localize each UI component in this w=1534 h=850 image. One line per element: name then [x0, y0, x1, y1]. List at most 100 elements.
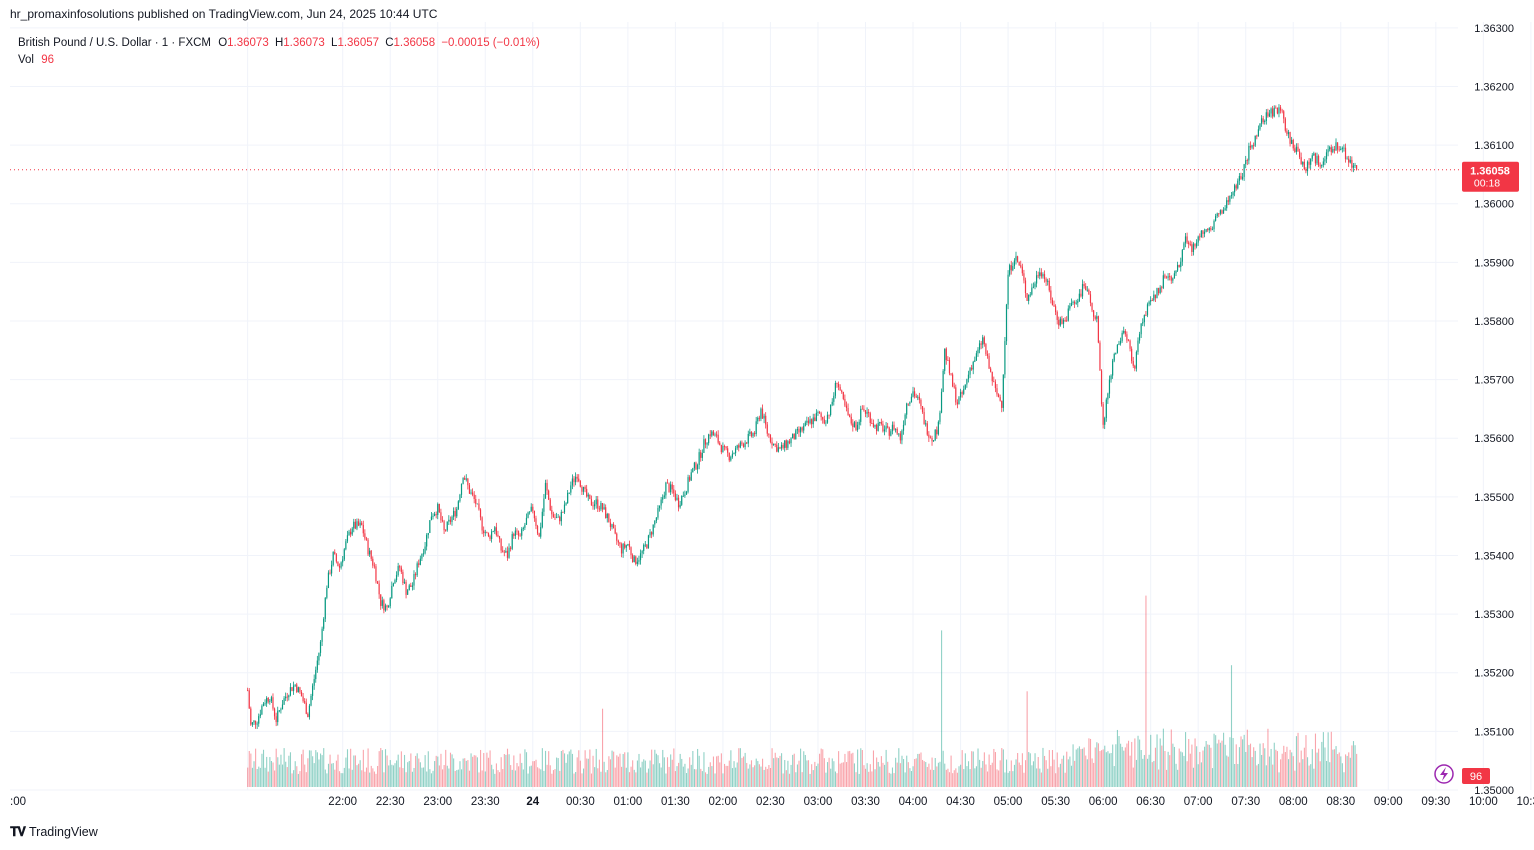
volume-bar	[666, 757, 669, 787]
volume-bar	[953, 770, 955, 787]
volume-bar	[251, 767, 253, 787]
volume-bar	[548, 751, 550, 787]
volume-bar	[467, 760, 469, 787]
volume-bar	[253, 761, 255, 787]
candle-body	[939, 412, 941, 422]
candle-body	[405, 581, 407, 595]
volume-bar	[730, 750, 732, 787]
volume-bar	[815, 766, 817, 787]
volume-label[interactable]: Vol	[18, 54, 34, 66]
volume-bar	[1303, 747, 1305, 787]
candle-body	[649, 532, 651, 536]
volume-bar	[331, 763, 333, 787]
volume-bar	[716, 756, 718, 787]
candle-body	[746, 442, 748, 444]
candle-body	[1208, 228, 1210, 231]
volume-bar	[1015, 759, 1017, 787]
volume-bar	[836, 773, 838, 787]
volume-bar	[1110, 753, 1112, 787]
candle-body	[1115, 352, 1117, 354]
volume-bar	[1210, 747, 1212, 787]
volume-bar	[1219, 742, 1221, 787]
volume-bar	[771, 748, 773, 787]
volume-bar	[1093, 762, 1095, 787]
volume-bar	[587, 758, 589, 787]
candle-body	[394, 580, 396, 584]
volume-bar	[1074, 760, 1076, 787]
candle-body	[364, 533, 366, 539]
candle-body	[807, 420, 810, 424]
candle-body	[1335, 142, 1337, 151]
candle-body	[755, 421, 757, 435]
price-axis[interactable]: 1.35000 1.35100 1.35200 1.35300 1.35400 1.355…	[1474, 23, 1514, 797]
candle-body	[752, 433, 754, 437]
symbol-title[interactable]: British Pound / U.S. Dollar · 1 · FXCM	[18, 37, 211, 49]
candle-body	[953, 386, 955, 388]
candle-body	[275, 716, 277, 723]
candle-body	[875, 424, 878, 431]
volume-bar	[323, 748, 325, 787]
lightning-icon[interactable]	[1434, 764, 1454, 784]
price-tick-label: 1.35500	[1474, 492, 1514, 504]
candle-body	[582, 486, 585, 492]
candle-body	[723, 446, 726, 447]
candle-body	[1211, 229, 1214, 230]
volume-bar	[348, 768, 350, 787]
volume-bar	[1205, 740, 1207, 787]
volume-bar	[277, 757, 279, 787]
candle-body	[749, 431, 751, 434]
candle-body	[248, 690, 250, 709]
volume-bar	[725, 765, 727, 787]
candle-body	[313, 679, 315, 686]
volume-bar	[529, 766, 531, 787]
volume-bar	[603, 761, 605, 787]
candle-body	[1262, 118, 1264, 122]
candle-body	[633, 556, 635, 563]
candle-body	[712, 431, 715, 436]
volume-bar	[844, 753, 846, 787]
volume-bar	[486, 752, 488, 787]
volume-bar	[928, 763, 930, 787]
candle-body	[1169, 276, 1171, 278]
candle-body	[734, 448, 737, 454]
candle-body	[503, 551, 505, 553]
candle-body	[883, 429, 886, 432]
volume-bar	[381, 750, 383, 787]
candle-body	[519, 535, 521, 537]
candle-body	[1096, 316, 1098, 319]
volume-bar	[1273, 742, 1275, 787]
volume-bar	[280, 754, 282, 787]
volume-bar	[933, 769, 935, 787]
low-label: L	[331, 37, 338, 49]
candle-body	[1338, 149, 1340, 151]
candle-body	[963, 389, 965, 394]
volume-bar	[788, 773, 791, 787]
volume-bar	[809, 773, 811, 787]
volume-bar	[1253, 747, 1255, 787]
candle-body	[774, 443, 776, 445]
candle-body	[430, 516, 433, 521]
volume-bar	[904, 772, 906, 787]
candle-body	[357, 521, 360, 526]
candle-body	[1154, 294, 1157, 299]
volume-bar	[289, 752, 292, 787]
candle-body	[300, 691, 303, 697]
tradingview-logo[interactable]: 𝐓𝐕 TradingView	[10, 824, 98, 840]
time-axis[interactable]: :00 22:00 22:30 23:00 23:30 24 00:30 01:00 01:30…	[10, 796, 1534, 808]
volume-bar	[662, 749, 664, 787]
volume-bar	[743, 756, 745, 787]
candle-body	[1180, 261, 1182, 268]
volume-bar	[1216, 743, 1218, 787]
volume-bar	[812, 770, 814, 787]
volume-bar	[768, 765, 770, 787]
volume-bar	[1213, 733, 1215, 787]
candle-body	[1148, 301, 1150, 305]
volume-bar	[538, 768, 540, 787]
volume-bar	[758, 764, 760, 787]
volume-bar	[1164, 750, 1166, 787]
candle-body	[258, 716, 260, 724]
candle-body	[1189, 244, 1191, 245]
candle-body	[689, 477, 691, 481]
candle-body	[674, 493, 676, 501]
